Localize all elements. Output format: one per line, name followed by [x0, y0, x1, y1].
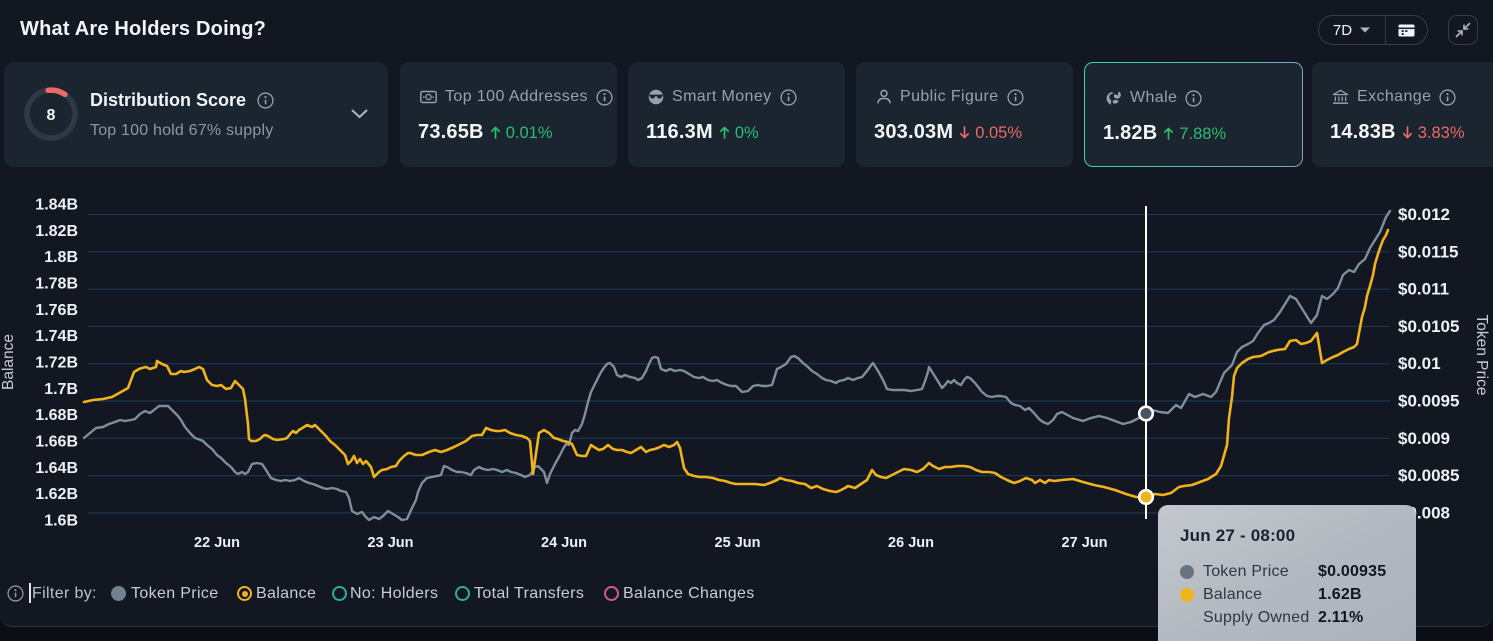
svg-text:8: 8 [47, 107, 56, 124]
svg-text:Token Price: Token Price [1473, 315, 1490, 396]
svg-text:25 Jun: 25 Jun [715, 535, 761, 551]
svg-text:$0.0085: $0.0085 [1398, 466, 1459, 485]
svg-text:1.68B: 1.68B [35, 407, 78, 424]
svg-text:27 Jun: 27 Jun [1062, 535, 1108, 551]
svg-text:Balance: Balance [0, 334, 17, 390]
svg-text:1.7B: 1.7B [44, 381, 78, 398]
svg-text:$0.0105: $0.0105 [1398, 317, 1459, 336]
svg-text:1.76B: 1.76B [35, 302, 78, 319]
svg-text:1.6B: 1.6B [44, 513, 78, 530]
svg-text:$0.011: $0.011 [1398, 280, 1449, 299]
svg-text:26 Jun: 26 Jun [888, 535, 934, 551]
svg-text:1.8B: 1.8B [44, 249, 78, 266]
svg-text:23 Jun: 23 Jun [368, 535, 414, 551]
svg-text:1.72B: 1.72B [35, 355, 78, 372]
svg-text:$0.012: $0.012 [1398, 205, 1450, 224]
svg-text:1.78B: 1.78B [35, 276, 78, 293]
svg-text:1.74B: 1.74B [35, 328, 78, 345]
svg-text:1.82B: 1.82B [35, 223, 78, 240]
svg-text:1.64B: 1.64B [35, 460, 78, 477]
svg-text:$0.01: $0.01 [1398, 354, 1441, 373]
svg-text:1.66B: 1.66B [35, 434, 78, 451]
svg-text:$0.009: $0.009 [1398, 429, 1450, 448]
svg-text:1.62B: 1.62B [35, 486, 78, 503]
svg-text:22 Jun: 22 Jun [194, 535, 240, 551]
svg-text:$0.0095: $0.0095 [1398, 392, 1459, 411]
svg-text:$0.0115: $0.0115 [1398, 242, 1459, 261]
svg-text:24 Jun: 24 Jun [541, 535, 587, 551]
svg-text:1.84B: 1.84B [35, 197, 78, 214]
